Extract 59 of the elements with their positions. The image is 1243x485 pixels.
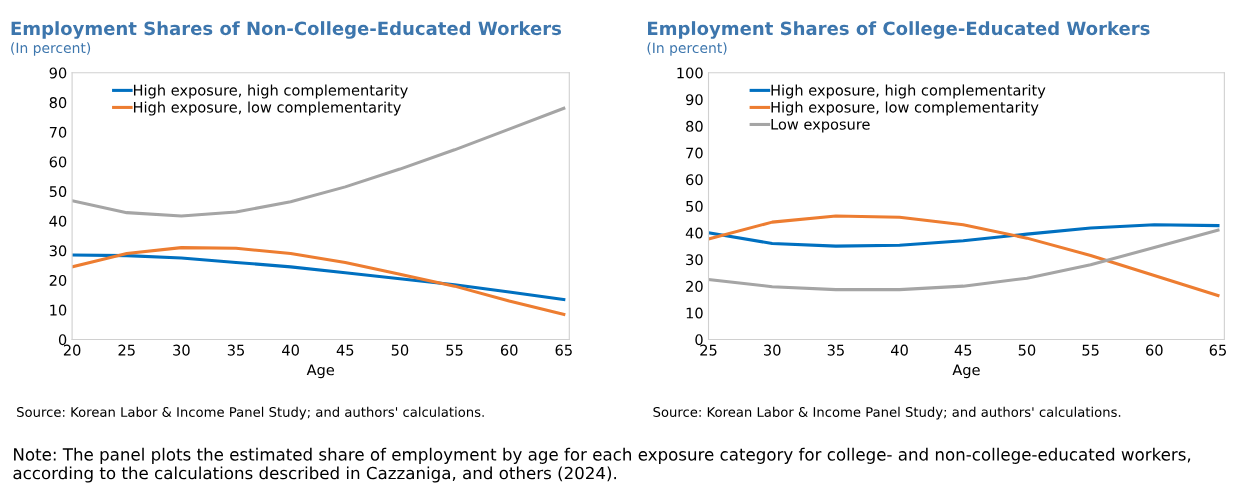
x-tick-label: 40 (891, 344, 908, 356)
text: Note: The panel plots the estimated share of employment by age for each exposure category for college- and non-college-educated workers, according to the calculations described in Cazzaniga, and others (2024). (13, 447, 1191, 483)
legend-label: High exposure, high complementarity (133, 84, 408, 99)
y-tick-label: 80 (49, 97, 67, 109)
x-tick-label: 55 (1082, 344, 1099, 356)
x-tick-label: 35 (227, 344, 245, 356)
x-tick-label: 30 (764, 344, 781, 356)
chart-title: Employment Shares of Non-College-Educated Workers (11, 21, 562, 39)
y-tick-label: 20 (49, 274, 67, 286)
x-tick-label: 30 (173, 344, 190, 356)
y-tick-label: 40 (685, 227, 703, 239)
source-note: Source: Korean Labor & Income Panel Study; and authors' calculations. (653, 406, 1121, 420)
x-tick-label: 65 (555, 344, 572, 356)
y-tick-label: 10 (50, 304, 67, 316)
y-tick-label: 20 (686, 280, 703, 292)
x-tick-label: 40 (282, 344, 299, 356)
x-axis-title: Age (952, 364, 980, 379)
x-tick-label: 35 (827, 344, 844, 356)
y-tick-label: 70 (49, 126, 67, 138)
line-series (72, 253, 566, 302)
y-tick-label: 90 (686, 94, 703, 106)
chart-subtitle: (In percent) (647, 42, 727, 56)
x-tick-label: 50 (1018, 344, 1036, 356)
y-tick-label: 10 (686, 307, 703, 319)
x-tick-label: 50 (391, 344, 409, 356)
x-tick-label: 25 (700, 344, 717, 356)
y-tick-label: 0 (58, 334, 67, 346)
line-series (708, 214, 1220, 298)
x-tick-label: 45 (336, 344, 354, 356)
legend-label: High exposure, low complementarity (771, 101, 1039, 116)
x-tick-label: 60 (500, 344, 518, 356)
y-tick-label: 50 (49, 186, 67, 198)
legend-label: High exposure, high complementarity (771, 84, 1046, 99)
y-tick-label: 30 (686, 254, 703, 266)
y-tick-label: 80 (686, 120, 703, 132)
x-tick-label: 20 (63, 344, 81, 356)
x-tick-label: 45 (954, 344, 972, 356)
chart-title: Employment Shares of College-Educated Workers (648, 21, 1150, 39)
y-tick-label: 70 (686, 147, 703, 159)
x-tick-label: 60 (1146, 344, 1163, 356)
y-tick-label: 60 (49, 156, 67, 168)
line-series (708, 223, 1220, 248)
y-tick-label: 50 (686, 200, 703, 212)
x-tick-label: 55 (446, 344, 463, 356)
y-tick-label: 0 (695, 334, 703, 346)
x-axis-title: Age (306, 364, 335, 379)
y-tick-label: 40 (49, 215, 67, 227)
y-tick-label: 30 (49, 245, 67, 257)
line-series (708, 228, 1220, 292)
legend-label: High exposure, low complementarity (133, 101, 401, 116)
source-note: Source: Korean Labor & Income Panel Study; and authors' calculations. (17, 406, 484, 420)
legend-label: Low exposure (771, 118, 870, 133)
line-series (72, 246, 566, 316)
chart-subtitle: (In percent) (11, 42, 91, 56)
y-tick-label: 60 (686, 174, 703, 186)
y-tick-label: 90 (49, 67, 67, 79)
y-tick-label: 100 (677, 67, 703, 79)
x-tick-label: 25 (118, 344, 135, 356)
x-tick-label: 65 (1209, 344, 1226, 356)
